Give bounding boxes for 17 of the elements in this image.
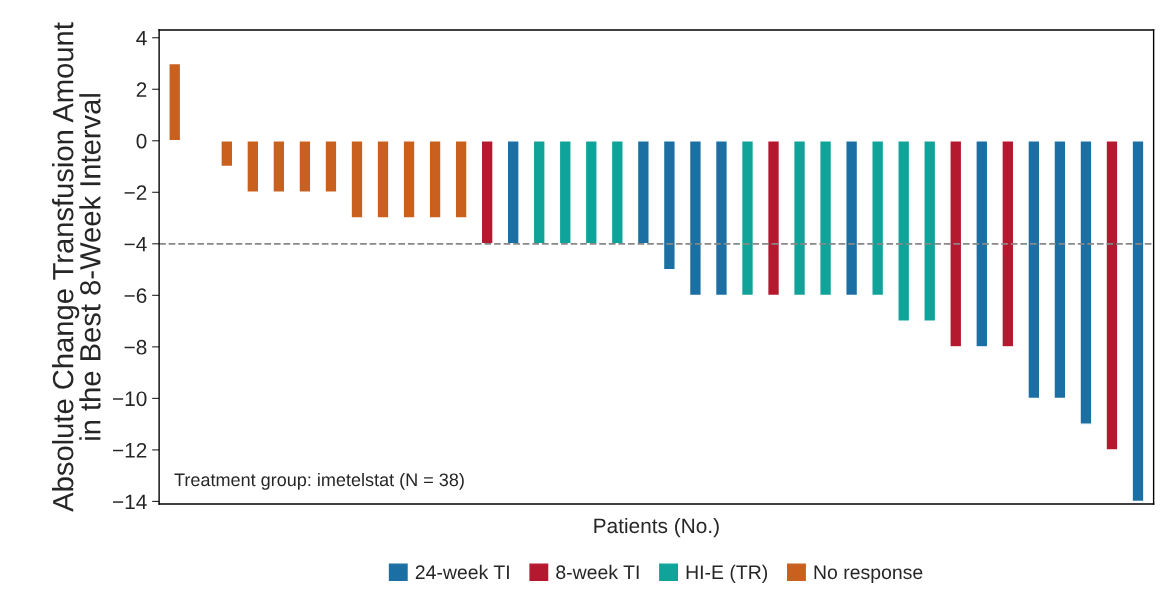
annotation: Treatment group: imetelstat (N = 38) <box>174 472 464 490</box>
y-axis-title: Absolute Change Transfusion Amount in the Best 8-Week Interval <box>52 22 101 512</box>
legend-label: HI-E (TR) <box>686 564 768 583</box>
y-tick-label: −14 <box>113 494 147 509</box>
y-tick-label: −4 <box>124 237 147 252</box>
y-tick-label: −2 <box>124 185 147 200</box>
legend-label: No response <box>814 565 923 583</box>
y-tick-label: −10 <box>113 391 147 407</box>
y-tick-label: 4 <box>136 30 147 46</box>
legend-label: 8-week TI <box>556 564 639 580</box>
legend-label: 24-week TI <box>415 564 509 580</box>
y-tick-label: 2 <box>136 82 147 97</box>
y-tick-label: −12 <box>113 442 147 458</box>
y-tick-label: −6 <box>124 288 147 304</box>
y-tick-label: 0 <box>136 133 147 149</box>
y-tick-label: −8 <box>124 339 147 355</box>
x-axis-title: Patients (No.) <box>594 517 719 538</box>
